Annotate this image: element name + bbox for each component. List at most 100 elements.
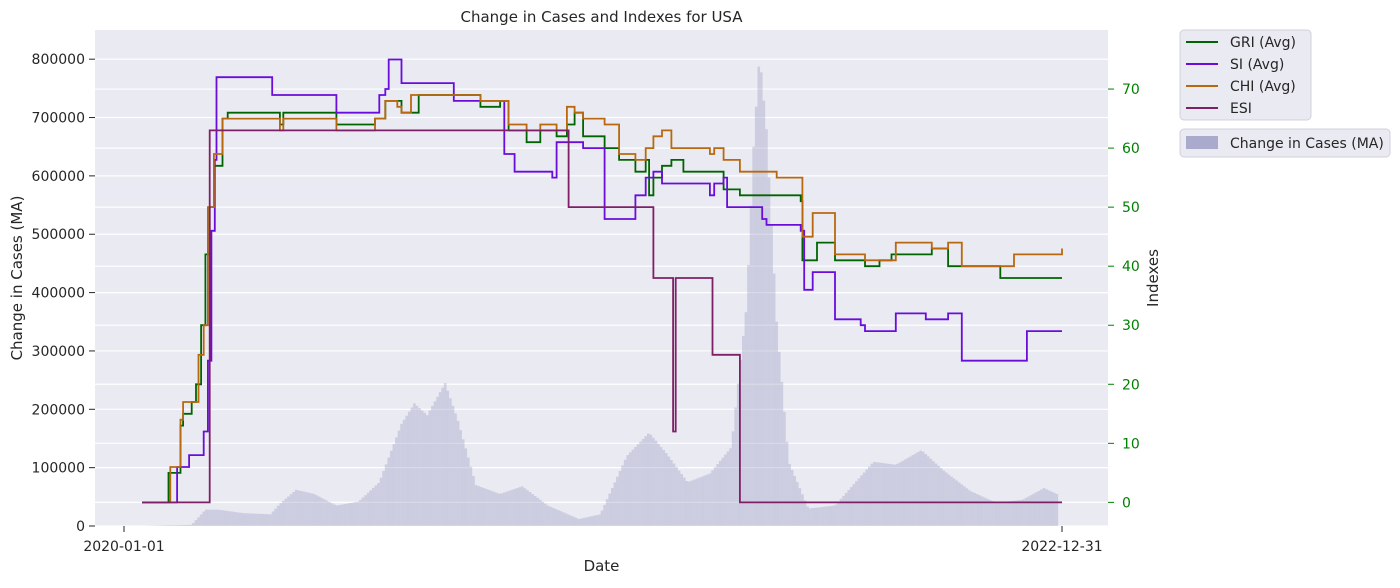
cases-bar bbox=[542, 502, 545, 526]
cases-bar bbox=[752, 147, 755, 526]
cases-bar bbox=[462, 439, 465, 526]
cases-bar bbox=[655, 441, 658, 526]
cases-bar bbox=[213, 510, 216, 526]
cases-bar bbox=[529, 492, 532, 526]
cases-bar bbox=[966, 488, 969, 526]
cases-bar bbox=[770, 225, 773, 526]
cases-bar bbox=[310, 493, 313, 526]
cases-bar bbox=[894, 465, 897, 526]
cases-bar bbox=[246, 513, 249, 526]
left-tick-label: 0 bbox=[76, 519, 85, 535]
cases-bar bbox=[1007, 501, 1010, 526]
cases-bar bbox=[282, 501, 285, 526]
cases-bar bbox=[508, 491, 511, 526]
cases-bar bbox=[449, 398, 452, 526]
cases-bar bbox=[608, 494, 611, 526]
cases-bar bbox=[454, 413, 457, 526]
cases-bar bbox=[639, 442, 642, 526]
cases-bar bbox=[907, 458, 910, 526]
cases-bar bbox=[326, 501, 329, 526]
cases-bar bbox=[796, 482, 799, 526]
cases-bar bbox=[901, 461, 904, 526]
cases-bar bbox=[593, 516, 596, 526]
cases-bar bbox=[747, 265, 750, 526]
cases-bar bbox=[498, 494, 501, 526]
cases-bar bbox=[200, 514, 203, 526]
cases-bar bbox=[590, 516, 593, 526]
cases-bar bbox=[750, 206, 753, 526]
cases-bar bbox=[891, 464, 894, 526]
cases-bar bbox=[390, 451, 393, 526]
cases-bar bbox=[184, 525, 187, 526]
cases-bar bbox=[632, 450, 635, 526]
cases-bar bbox=[899, 462, 902, 526]
cases-bar bbox=[1014, 500, 1017, 526]
cases-bar bbox=[416, 406, 419, 526]
cases-bar bbox=[616, 477, 619, 526]
cases-bar bbox=[228, 511, 231, 526]
cases-bar bbox=[400, 424, 403, 526]
cases-bar bbox=[470, 467, 473, 526]
cases-bar bbox=[549, 507, 552, 526]
cases-bar bbox=[511, 490, 514, 526]
cases-bar bbox=[788, 464, 791, 526]
cases-bar bbox=[351, 503, 354, 526]
cases-bar bbox=[480, 487, 483, 526]
cases-bar bbox=[177, 525, 180, 526]
cases-bar bbox=[485, 489, 488, 526]
cases-bar bbox=[1035, 492, 1038, 526]
cases-bar bbox=[693, 480, 696, 526]
cases-bar bbox=[945, 473, 948, 526]
cases-bar bbox=[524, 488, 527, 526]
cases-bar bbox=[1030, 495, 1033, 526]
cases-bar bbox=[477, 486, 480, 526]
cases-bar bbox=[346, 504, 349, 526]
cases-bar bbox=[421, 410, 424, 526]
cases-bar bbox=[333, 505, 336, 526]
cases-bar bbox=[822, 507, 825, 526]
cases-bar bbox=[231, 512, 234, 526]
cases-bar bbox=[292, 492, 295, 526]
cases-bar bbox=[626, 455, 629, 526]
right-tick-label: 30 bbox=[1122, 318, 1140, 334]
legend-label-chi: CHI (Avg) bbox=[1230, 79, 1296, 95]
cases-bar bbox=[886, 464, 889, 526]
cases-bar bbox=[431, 406, 434, 526]
cases-bar bbox=[778, 352, 781, 526]
cases-bar bbox=[883, 463, 886, 526]
left-tick-label: 600000 bbox=[32, 169, 85, 185]
cases-bar bbox=[439, 392, 442, 526]
cases-bar bbox=[896, 464, 899, 526]
cases-bar bbox=[482, 488, 485, 526]
cases-bar bbox=[544, 504, 547, 526]
cases-bar bbox=[423, 413, 426, 526]
cases-bar bbox=[678, 471, 681, 526]
cases-bar bbox=[215, 510, 218, 526]
cases-bar bbox=[588, 517, 591, 526]
cases-bar bbox=[924, 454, 927, 526]
cases-bar bbox=[868, 467, 871, 526]
cases-bar bbox=[948, 475, 951, 526]
cases-bar bbox=[1012, 501, 1015, 526]
cases-bar bbox=[680, 474, 683, 526]
cases-bar bbox=[308, 493, 311, 526]
right-tick-label: 0 bbox=[1122, 495, 1131, 511]
cases-bar bbox=[562, 512, 565, 526]
legend-cases: Change in Cases (MA) bbox=[1180, 129, 1390, 157]
cases-bar bbox=[912, 455, 915, 526]
cases-bar bbox=[703, 476, 706, 526]
cases-bar bbox=[259, 514, 262, 526]
cases-bar bbox=[166, 525, 169, 526]
cases-bar bbox=[580, 518, 583, 526]
cases-bar bbox=[842, 496, 845, 526]
cases-bar bbox=[614, 482, 617, 526]
cases-bar bbox=[172, 525, 175, 526]
cases-bar bbox=[755, 107, 758, 526]
cases-bar bbox=[606, 499, 609, 526]
cases-bar bbox=[809, 508, 812, 526]
cases-bar bbox=[847, 490, 850, 526]
cases-bar bbox=[781, 382, 784, 526]
cases-bar bbox=[328, 502, 331, 526]
